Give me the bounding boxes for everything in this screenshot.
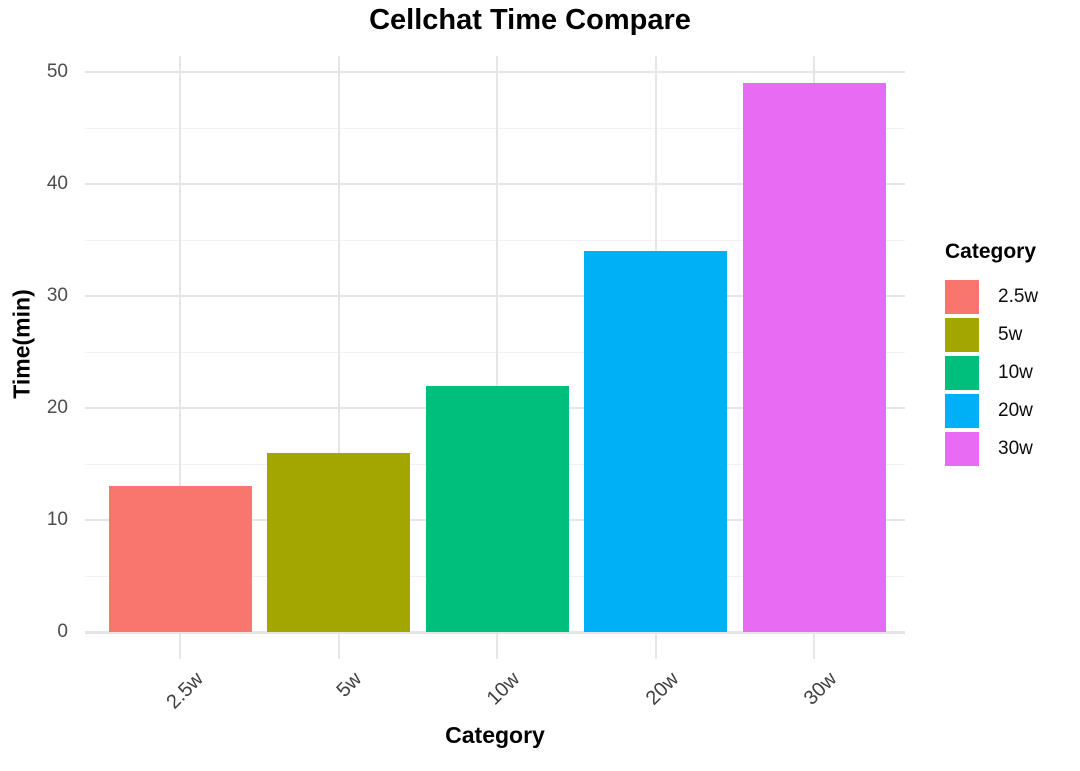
x-gridline-major [496, 56, 498, 632]
y-tick-label: 40 [46, 173, 68, 194]
legend-item-30w: 30w [945, 432, 1038, 466]
x-gridline-major [179, 56, 181, 632]
legend-item-20w: 20w [945, 394, 1038, 428]
x-tick-mark [496, 634, 498, 659]
x-tick-label: 5w [332, 668, 367, 702]
legend-item-10w: 10w [945, 356, 1038, 390]
legend-items: 2.5w 5w 10w 20w 30w [945, 280, 1038, 466]
y-tick-label: 50 [46, 61, 68, 82]
x-tick-label: 2.5w [162, 668, 208, 714]
y-tick-label: 0 [57, 621, 68, 642]
x-axis-title: Category [445, 722, 545, 748]
x-gridline-major [337, 56, 340, 632]
y-gridline-major [85, 631, 905, 633]
y-gridline-minor [85, 128, 905, 129]
y-tick-label: 20 [46, 397, 68, 418]
y-gridline-major [85, 183, 905, 185]
x-tick-label: 10w [483, 668, 525, 710]
legend-swatch-10w [945, 356, 979, 390]
x-tick-mark [337, 634, 340, 659]
legend-label: 5w [998, 324, 1023, 345]
y-gridline-minor [85, 240, 905, 241]
legend-title: Category [945, 240, 1037, 263]
chart-title: Cellchat Time Compare [369, 4, 691, 36]
legend-label: 20w [998, 400, 1033, 421]
bar-10w [425, 385, 569, 632]
legend-swatch-2.5w [945, 280, 979, 314]
legend-swatch-5w [945, 318, 979, 352]
x-tick-mark [813, 634, 815, 659]
legend-label: 2.5w [998, 286, 1039, 307]
legend-label: 10w [998, 362, 1033, 383]
y-gridline-major [85, 71, 905, 73]
legend-swatch-30w [945, 432, 979, 466]
x-tick-mark [654, 634, 657, 659]
bar-5w [267, 452, 410, 632]
bar-2.5w [108, 486, 252, 632]
bar-30w [742, 83, 886, 632]
x-tick-label: 30w [800, 668, 842, 710]
legend-swatch-20w [945, 394, 979, 428]
x-tick-label: 20w [641, 668, 684, 710]
legend: Category 2.5w 5w 10w 20w 30w [945, 240, 1038, 470]
plot-panel [85, 56, 905, 659]
y-gridline-major [85, 295, 905, 297]
bar-20w [584, 251, 727, 632]
legend-label: 30w [998, 438, 1033, 459]
y-gridline-minor [85, 352, 905, 353]
legend-item-2.5w: 2.5w [945, 280, 1038, 314]
y-tick-label: 10 [46, 509, 68, 530]
y-tick-label: 30 [46, 285, 68, 306]
legend-item-5w: 5w [945, 318, 1038, 352]
x-tick-mark [179, 634, 181, 659]
